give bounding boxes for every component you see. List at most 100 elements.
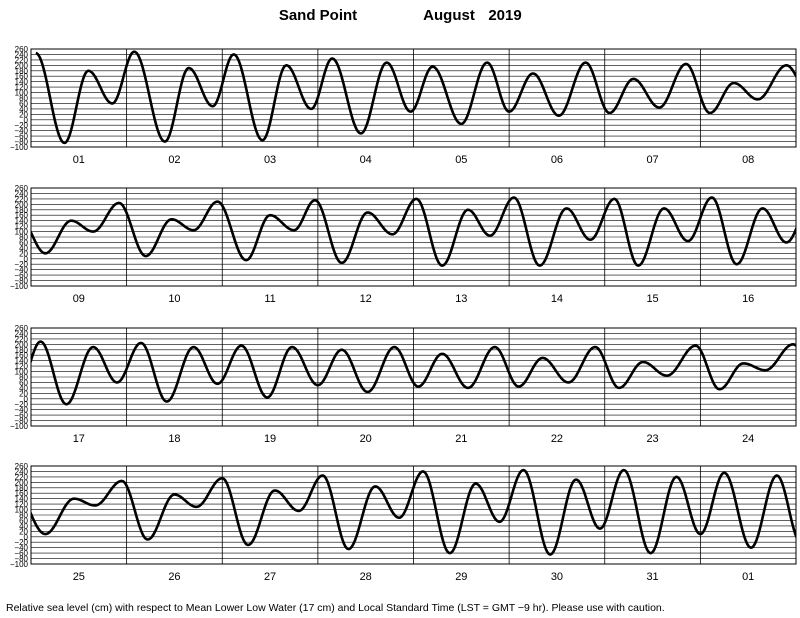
tide-curve	[31, 468, 796, 556]
day-label: 02	[168, 154, 180, 166]
y-tick-label: 240	[15, 50, 29, 59]
tide-panel-4: 260240220200180160140120100806040200−20−…	[10, 462, 797, 583]
tide-panel-1: 260240220200180160140120100806040200−20−…	[10, 45, 797, 166]
y-tick-label: 40	[19, 244, 28, 253]
day-label: 11	[264, 293, 275, 305]
panel-frame	[30, 327, 797, 427]
y-tick-label: 140	[15, 217, 29, 226]
y-tick-label: −100	[10, 422, 29, 431]
y-tick-label: 220	[15, 195, 29, 204]
y-tick-label: −40	[14, 127, 28, 136]
y-tick-label: 40	[19, 522, 28, 531]
day-label: 20	[360, 433, 372, 445]
day-label: 10	[168, 293, 180, 305]
y-tick-label: 100	[15, 228, 29, 237]
y-tick-label: 120	[15, 222, 29, 231]
y-tick-label: 140	[15, 495, 29, 504]
day-label: 21	[455, 433, 467, 445]
y-tick-label: 20	[19, 389, 28, 398]
day-label: 17	[73, 433, 85, 445]
y-tick-label: 180	[15, 346, 29, 355]
y-tick-label: −40	[14, 406, 28, 415]
y-tick-label: 260	[15, 184, 29, 193]
y-tick-label: −40	[14, 266, 28, 275]
y-tick-label: 80	[19, 511, 28, 520]
y-tick-label: 0	[24, 395, 29, 404]
y-tick-label: −60	[14, 549, 28, 558]
y-tick-label: 220	[15, 56, 29, 65]
tide-curve	[35, 50, 796, 145]
day-label: 27	[264, 571, 276, 583]
y-tick-label: 80	[19, 94, 28, 103]
y-tick-label: 80	[19, 233, 28, 242]
y-tick-label: −40	[14, 544, 28, 553]
y-tick-label: 100	[15, 506, 29, 515]
y-tick-label: 40	[19, 384, 28, 393]
day-label: 15	[646, 293, 658, 305]
y-tick-label: 220	[15, 473, 29, 482]
y-tick-label: 20	[19, 527, 28, 536]
day-label: 19	[264, 433, 276, 445]
tide-curve	[31, 340, 796, 406]
day-label: 03	[264, 154, 276, 166]
y-tick-label: 40	[19, 105, 28, 114]
y-tick-label: −60	[14, 411, 28, 420]
day-label: 23	[646, 433, 658, 445]
day-label: 28	[360, 571, 372, 583]
chart-title-station: Sand Point	[279, 7, 357, 24]
y-tick-label: 260	[15, 324, 29, 333]
y-tick-label: 200	[15, 61, 29, 70]
y-tick-label: 260	[15, 462, 29, 471]
y-tick-label: 160	[15, 72, 29, 81]
day-label: 08	[742, 154, 754, 166]
day-label: 25	[73, 571, 85, 583]
day-label: 07	[646, 154, 658, 166]
chart-title-year: 2019	[488, 7, 521, 24]
day-label: 09	[73, 293, 85, 305]
y-tick-label: 20	[19, 110, 28, 119]
y-tick-label: 120	[15, 500, 29, 509]
day-label: 14	[551, 293, 563, 305]
y-tick-label: −80	[14, 555, 28, 564]
y-tick-label: 140	[15, 78, 29, 87]
y-tick-label: −80	[14, 277, 28, 286]
y-tick-label: 20	[19, 249, 28, 258]
y-tick-label: 60	[19, 238, 28, 247]
y-tick-label: 180	[15, 206, 29, 215]
y-tick-label: 240	[15, 189, 29, 198]
day-label: 01	[73, 154, 85, 166]
y-tick-label: −20	[14, 260, 28, 269]
y-tick-label: 100	[15, 89, 29, 98]
day-label: 24	[742, 433, 754, 445]
y-tick-label: 180	[15, 67, 29, 76]
y-tick-label: −100	[10, 282, 29, 291]
y-tick-label: −20	[14, 538, 28, 547]
y-tick-label: 60	[19, 99, 28, 108]
y-tick-label: 80	[19, 373, 28, 382]
y-tick-label: 180	[15, 484, 29, 493]
y-tick-label: 60	[19, 516, 28, 525]
y-tick-label: −60	[14, 271, 28, 280]
y-tick-label: −20	[14, 400, 28, 409]
day-label: 29	[455, 571, 467, 583]
y-tick-label: 160	[15, 211, 29, 220]
y-tick-label: 60	[19, 378, 28, 387]
y-tick-label: 200	[15, 478, 29, 487]
y-tick-label: −100	[10, 143, 29, 152]
y-tick-label: 100	[15, 368, 29, 377]
day-label: 22	[551, 433, 563, 445]
day-label: 06	[551, 154, 563, 166]
y-tick-label: −100	[10, 560, 29, 569]
y-tick-label: −80	[14, 417, 28, 426]
day-label: 31	[646, 571, 658, 583]
y-tick-label: 160	[15, 351, 29, 360]
day-label: 18	[168, 433, 180, 445]
y-tick-label: 120	[15, 362, 29, 371]
y-tick-label: 0	[24, 116, 29, 125]
y-tick-label: 240	[15, 467, 29, 476]
day-label: 01	[742, 571, 754, 583]
day-label: 12	[360, 293, 372, 305]
y-tick-label: 200	[15, 200, 29, 209]
y-tick-label: 240	[15, 329, 29, 338]
